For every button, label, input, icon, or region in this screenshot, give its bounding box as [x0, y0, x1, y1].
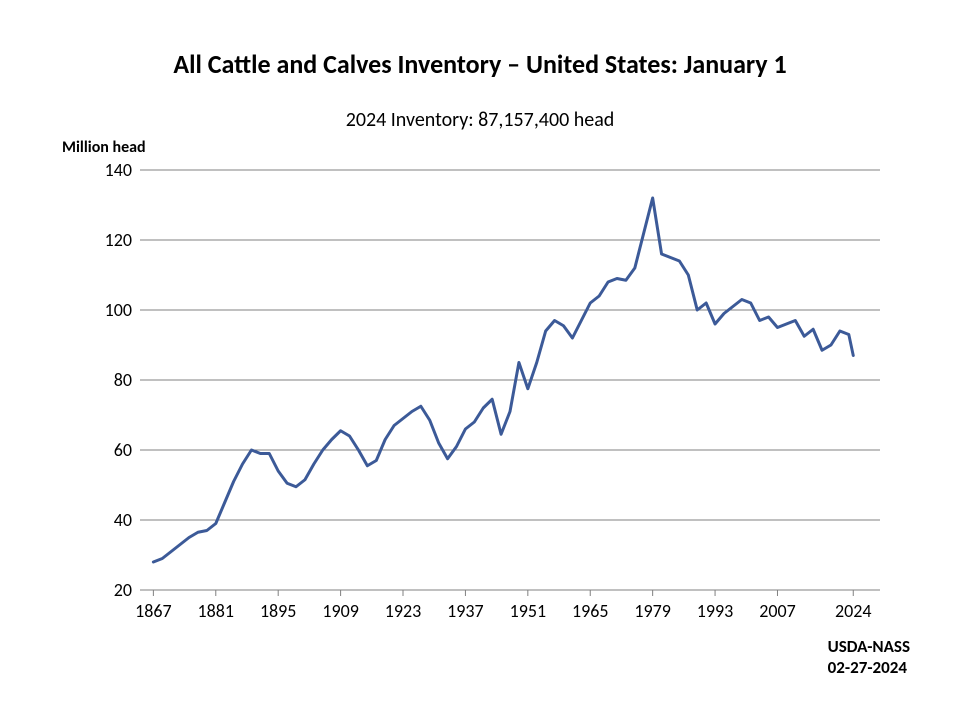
- x-tick-label: 1965: [560, 600, 620, 622]
- source-line-2: 02-27-2024: [828, 657, 910, 678]
- y-tick-label: 80: [82, 369, 132, 391]
- y-tick-label: 100: [82, 299, 132, 321]
- y-tick-label: 60: [82, 439, 132, 461]
- x-tick-label: 1979: [623, 600, 683, 622]
- chart-svg: [140, 170, 880, 590]
- x-tick-label: 1937: [435, 600, 495, 622]
- source-line-1: USDA-NASS: [828, 636, 910, 657]
- y-tick-label: 40: [82, 509, 132, 531]
- source-attribution: USDA-NASS 02-27-2024: [828, 636, 910, 679]
- plot-area: [140, 170, 880, 590]
- x-tick-label: 1923: [373, 600, 433, 622]
- x-tick-label: 1951: [498, 600, 558, 622]
- y-tick-label: 120: [82, 229, 132, 251]
- x-tick-label: 1867: [123, 600, 183, 622]
- x-tick-label: 1909: [311, 600, 371, 622]
- x-tick-label: 2007: [747, 600, 807, 622]
- x-tick-label: 1881: [186, 600, 246, 622]
- chart-title: All Cattle and Calves Inventory – United…: [0, 48, 960, 80]
- y-axis-title: Million head: [62, 138, 146, 157]
- chart-subtitle: 2024 Inventory: 87,157,400 head: [0, 108, 960, 132]
- x-tick-label: 1993: [685, 600, 745, 622]
- y-tick-label: 140: [82, 159, 132, 181]
- y-tick-label: 20: [82, 579, 132, 601]
- x-tick-label: 1895: [248, 600, 308, 622]
- x-tick-label: 2024: [823, 600, 883, 622]
